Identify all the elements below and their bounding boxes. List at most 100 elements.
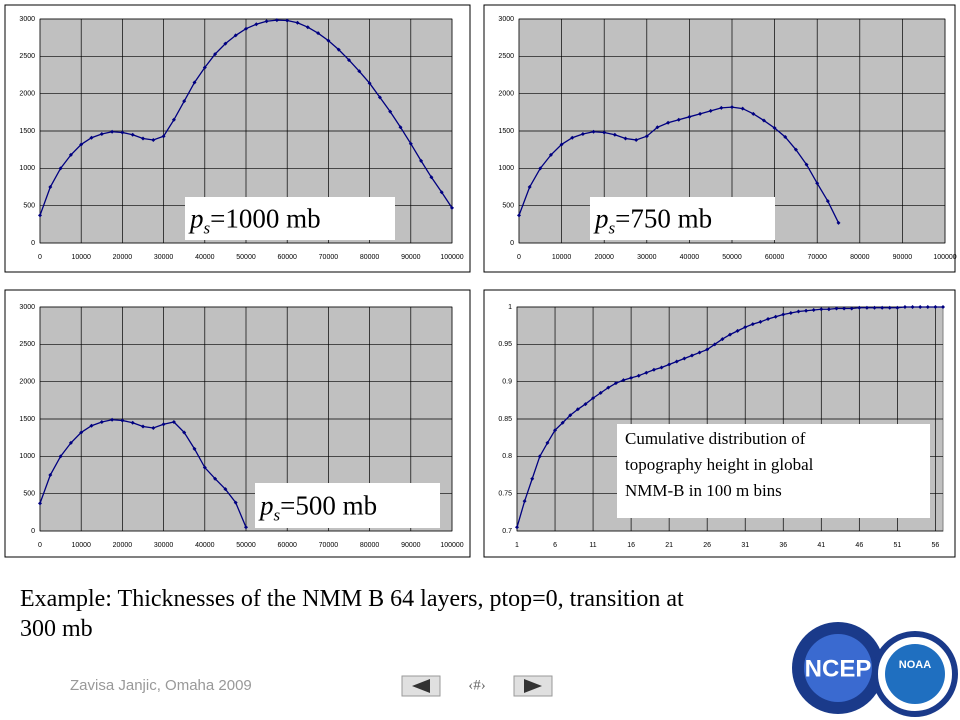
data-point (202, 465, 207, 470)
annotation-text: =750 mb (615, 204, 712, 234)
annotation-box (590, 197, 775, 240)
data-point (651, 367, 656, 372)
data-point (712, 342, 717, 347)
data-point (895, 305, 900, 310)
x-tick-label: 20000 (113, 542, 133, 549)
data-point (515, 525, 519, 530)
x-tick-label: 80000 (360, 254, 380, 261)
data-point (598, 390, 603, 395)
data-point (68, 440, 73, 445)
x-tick-label: 10000 (71, 254, 91, 261)
annotation-subscript: s (204, 219, 211, 238)
data-point (933, 305, 938, 309)
data-point (151, 425, 156, 430)
x-tick-label: 90000 (893, 254, 913, 261)
data-point (826, 307, 831, 312)
data-point (79, 430, 84, 435)
data-point (548, 152, 553, 157)
data-point (819, 307, 824, 312)
data-point (161, 134, 166, 139)
data-point (530, 476, 535, 481)
data-point (517, 213, 521, 218)
data-point (804, 308, 809, 313)
y-tick-label: 0.95 (498, 341, 512, 348)
data-point (735, 328, 740, 333)
data-point (58, 454, 63, 459)
data-point (223, 487, 228, 492)
data-point (99, 131, 104, 136)
x-tick-label: 50000 (236, 254, 256, 261)
data-point (834, 306, 839, 311)
data-point (815, 181, 820, 186)
data-point (864, 305, 869, 310)
x-tick-label: 16 (627, 542, 635, 549)
caption-line-1: Example: Thicknesses of the NMM B 64 lay… (20, 586, 684, 612)
data-point (788, 310, 793, 315)
data-point (182, 99, 187, 104)
data-point (781, 312, 786, 317)
data-point (705, 347, 710, 352)
data-point (171, 419, 176, 424)
data-point (687, 114, 692, 119)
data-point (559, 142, 564, 147)
data-point (613, 381, 618, 386)
data-point (910, 305, 915, 309)
data-point (99, 419, 104, 424)
x-tick-label: 80000 (360, 542, 380, 549)
y-tick-label: 1 (508, 304, 512, 311)
x-tick-label: 51 (893, 542, 901, 549)
x-tick-label: 60000 (277, 542, 297, 549)
data-point (751, 111, 756, 116)
annotation-box (617, 424, 930, 518)
data-point (347, 58, 351, 63)
data-point (408, 141, 413, 146)
data-point (740, 106, 745, 111)
data-point (621, 378, 626, 383)
data-point (213, 52, 218, 57)
data-point (682, 356, 687, 361)
annotation-symbol: p (593, 204, 609, 234)
data-point (773, 314, 778, 319)
data-point (151, 137, 156, 142)
data-point (429, 175, 434, 180)
caption-line: Example: Thicknesses of the NMM B 64 lay… (20, 586, 684, 642)
x-tick-label: 70000 (807, 254, 827, 261)
x-tick-label: 26 (703, 542, 711, 549)
data-point (623, 136, 628, 141)
data-point (591, 396, 596, 401)
data-point (545, 440, 550, 445)
annotation-subscript: s (609, 219, 616, 238)
data-point (527, 185, 532, 189)
data-point (202, 65, 207, 70)
annotation-text: =500 mb (280, 491, 377, 521)
y-tick-label: 0 (31, 528, 35, 535)
data-point (336, 47, 341, 52)
data-point (636, 373, 641, 378)
data-point (388, 109, 393, 114)
data-point (793, 147, 798, 152)
data-point (902, 305, 907, 309)
data-point (689, 353, 694, 358)
annotation-symbol: p (188, 204, 204, 234)
x-tick-label: 6 (553, 542, 557, 549)
x-tick-label: 21 (665, 542, 673, 549)
page-number: ‹#› (468, 677, 486, 693)
next-arrow (524, 679, 542, 693)
y-tick-label: 500 (23, 203, 35, 210)
footer-author: Zavisa Janjic, Omaha 2009 (70, 677, 252, 694)
x-tick-label: 0 (38, 542, 42, 549)
data-point (377, 95, 382, 100)
x-tick-label: 90000 (401, 254, 421, 261)
y-tick-label: 1500 (19, 416, 35, 423)
data-point (58, 166, 63, 171)
y-tick-label: 0.85 (498, 416, 512, 423)
data-point (629, 375, 634, 380)
data-point (38, 213, 42, 218)
annotation-box (185, 197, 395, 240)
y-tick-label: 2500 (498, 53, 514, 60)
x-tick-label: 40000 (680, 254, 700, 261)
